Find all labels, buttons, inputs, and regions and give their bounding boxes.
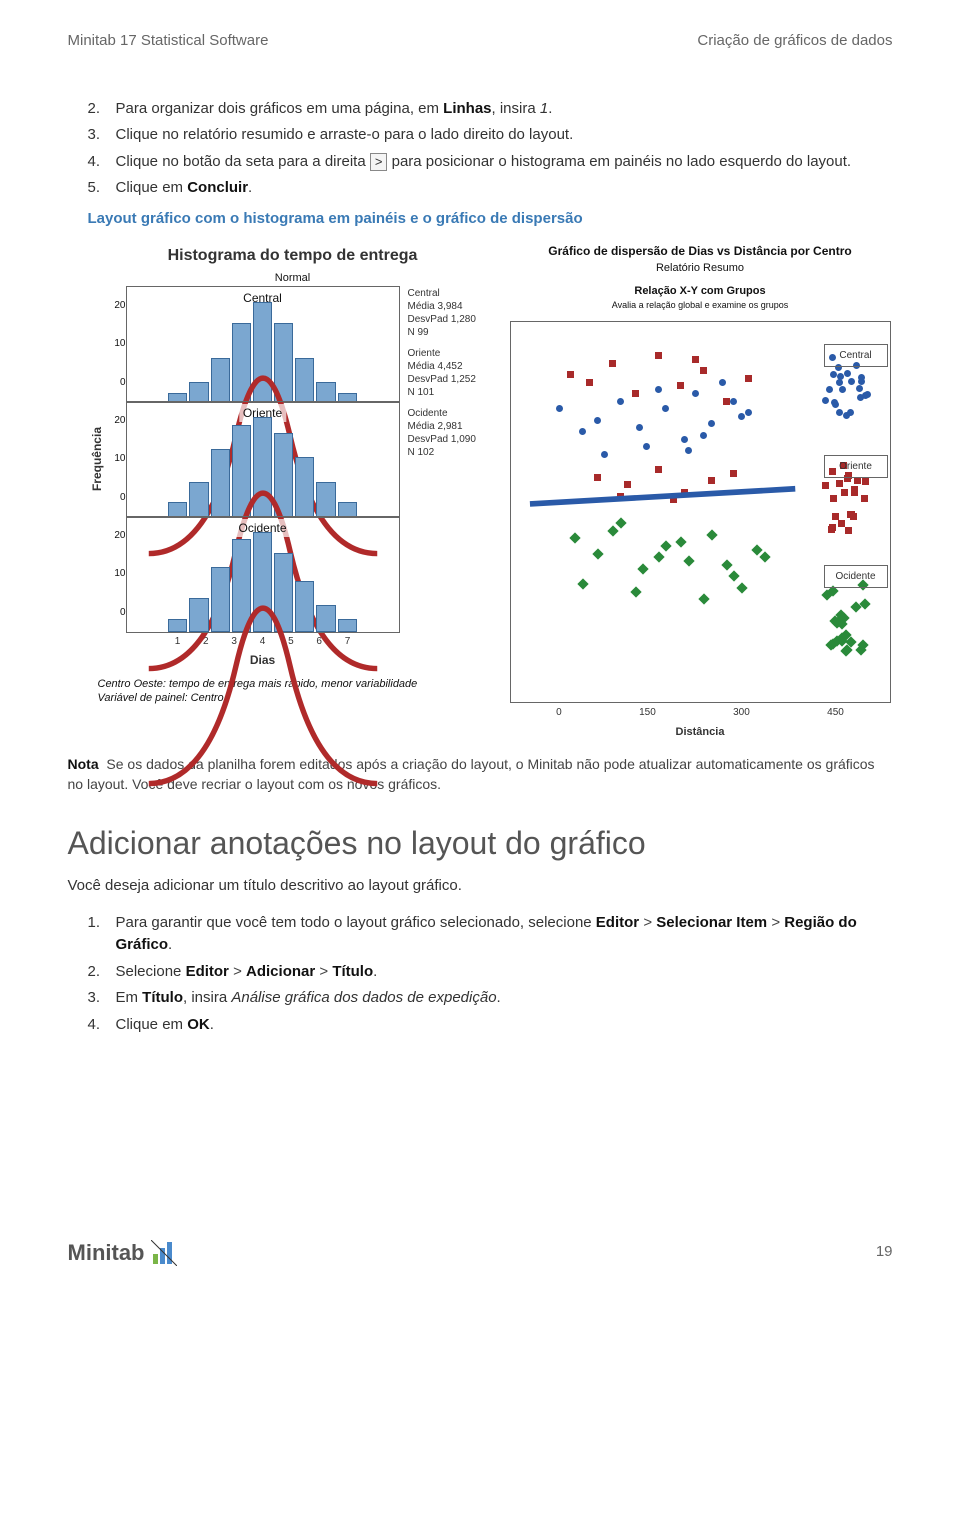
y-axis-label: Frequência xyxy=(88,427,106,491)
step: 3. Em Título, insira Análise gráfica dos… xyxy=(88,987,893,1010)
step: 1. Para garantir que você tem todo o lay… xyxy=(88,912,893,957)
step: 2. Selecione Editor > Adicionar > Título… xyxy=(88,961,893,984)
hdr-right: Criação de gráficos de dados xyxy=(697,30,892,53)
scatter-plot-area: CentralOrienteOcidente xyxy=(510,321,891,703)
page-header: Minitab 17 Statistical Software Criação … xyxy=(68,30,893,58)
section-heading: Adicionar anotações no layout do gráfico xyxy=(68,819,893,867)
step-list-2: 1. Para garantir que você tem todo o lay… xyxy=(68,912,893,1037)
histogram-chart: Histograma do tempo de entrega Normal Fr… xyxy=(88,236,498,740)
step: 4. Clique em OK. xyxy=(88,1014,893,1037)
page-footer: Minitab 19 xyxy=(68,1236,893,1269)
hdr-left: Minitab 17 Statistical Software xyxy=(68,30,269,53)
step: 4. Clique no botão da seta para a direit… xyxy=(88,151,893,174)
scatter-x-ticks: 0150300450 xyxy=(508,703,893,720)
chart-layout: Histograma do tempo de entrega Normal Fr… xyxy=(88,236,893,740)
minitab-logo: Minitab xyxy=(68,1236,177,1269)
figure-caption: Layout gráfico com o histograma em painé… xyxy=(88,208,893,231)
page-number: 19 xyxy=(876,1241,893,1264)
step: 2. Para organizar dois gráficos em uma p… xyxy=(88,98,893,121)
scatter-x-label: Distância xyxy=(508,724,893,741)
step: 5. Clique em Concluir. xyxy=(88,177,893,200)
stats-column: CentralMédia 3,984DesvPad 1,280N 99Orien… xyxy=(400,287,498,632)
section-intro: Você deseja adicionar um título descriti… xyxy=(68,875,893,898)
scatter-chart: Gráfico de dispersão de Dias vs Distânci… xyxy=(508,236,893,740)
step-list-1: 2. Para organizar dois gráficos em uma p… xyxy=(68,98,893,200)
logo-icon xyxy=(151,1240,177,1266)
step: 3. Clique no relatório resumido e arrast… xyxy=(88,124,893,147)
arrow-right-icon[interactable]: > xyxy=(370,153,388,171)
